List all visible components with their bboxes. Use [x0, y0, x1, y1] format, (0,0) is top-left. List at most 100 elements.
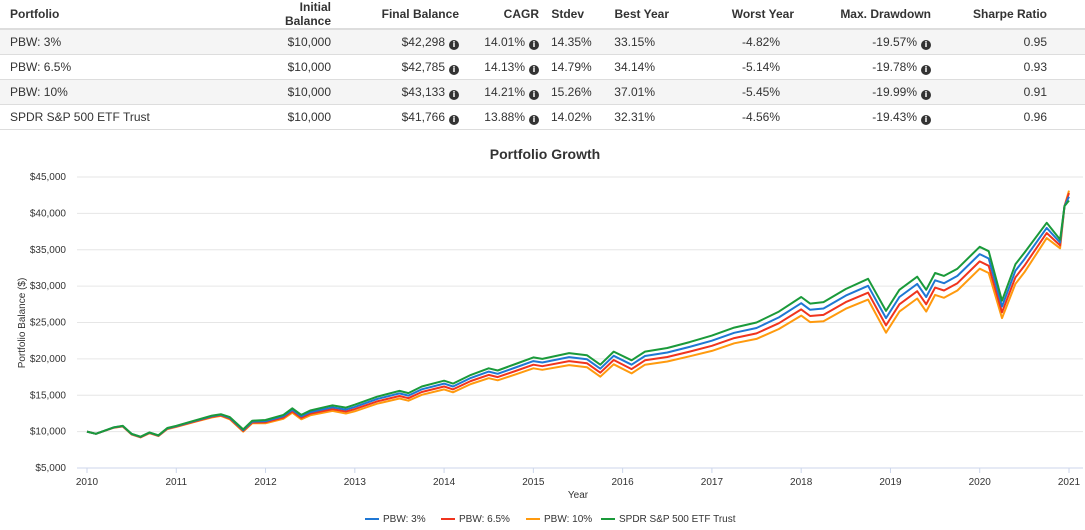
cell-worst-value: -4.82% — [741, 35, 780, 49]
table-row: SPDR S&P 500 ETF Trust $10,000 $41,766 i 13.… — [0, 104, 1085, 130]
header-sharpe-ratio[interactable]: Sharpe Ratio — [937, 0, 1085, 30]
table-row: PBW: 10% $10,000 $43,133 i 14.21% i 15.26% 37.0… — [0, 79, 1085, 105]
info-circle-icon[interactable]: i — [921, 114, 931, 125]
cell-best-value: 34.14% — [614, 60, 655, 74]
cell-portfolio: PBW: 3% — [0, 29, 250, 55]
cell-sharpe: 0.93 — [937, 54, 1085, 80]
legend-item[interactable]: PBW: 3% — [365, 514, 426, 525]
x-axis-label: Year — [568, 490, 589, 501]
info-circle-icon[interactable]: i — [449, 114, 459, 125]
cell-final-value: $42,298 — [401, 34, 445, 49]
cell-final: $42,298 i — [337, 29, 465, 55]
cell-initial-value: $10,000 — [287, 60, 331, 74]
cell-maxdd-value: -19.78% — [872, 59, 917, 74]
cell-initial-value: $10,000 — [287, 110, 331, 124]
info-circle-icon[interactable]: i — [529, 64, 539, 75]
y-tick-label: $45,000 — [30, 172, 67, 183]
cell-maxdd: -19.78% i — [800, 54, 937, 80]
info-circle-icon[interactable]: i — [529, 39, 539, 50]
cell-sharpe-value: 0.95 — [1023, 35, 1047, 49]
header-stdev[interactable]: Stdev — [545, 0, 590, 30]
portfolio-summary-table: Portfolio Initial Balance Final Balance … — [0, 0, 1085, 130]
cell-cagr: 14.21% i — [465, 79, 545, 105]
legend-item[interactable]: PBW: 6.5% — [441, 514, 510, 525]
y-tick-label: $35,000 — [30, 245, 67, 256]
cell-portfolio: SPDR S&P 500 ETF Trust — [0, 104, 250, 130]
series-line[interactable] — [86, 192, 1070, 439]
header-best-year[interactable]: Best Year — [590, 0, 675, 30]
x-tick-label: 2010 — [76, 477, 99, 488]
cell-stdev: 15.26% — [545, 79, 592, 105]
header-max-drawdown[interactable]: Max. Drawdown — [800, 0, 937, 30]
cell-cagr-value: 14.13% — [484, 59, 525, 74]
cell-portfolio: PBW: 10% — [0, 79, 250, 105]
cell-portfolio-value: PBW: 3% — [10, 35, 62, 49]
cell-maxdd: -19.57% i — [800, 29, 937, 55]
series-line[interactable] — [86, 196, 1070, 438]
cell-initial: $10,000 — [250, 104, 337, 130]
info-circle-icon[interactable]: i — [921, 64, 931, 75]
header-portfolio[interactable]: Portfolio — [0, 0, 250, 30]
y-tick-label: $15,000 — [30, 390, 67, 401]
cell-initial-value: $10,000 — [287, 35, 331, 49]
cell-worst: -5.14% — [675, 54, 800, 80]
cell-best: 32.31% — [590, 104, 675, 130]
cell-sharpe: 0.96 — [937, 104, 1085, 130]
info-circle-icon[interactable]: i — [529, 89, 539, 100]
series-line[interactable] — [86, 190, 1070, 439]
cell-best: 37.01% — [590, 79, 675, 105]
cell-initial-value: $10,000 — [287, 85, 331, 99]
header-final-balance[interactable]: Final Balance — [337, 0, 465, 30]
cell-final-value: $41,766 — [401, 109, 445, 124]
legend-item[interactable]: SPDR S&P 500 ETF Trust — [601, 514, 736, 525]
header-initial-balance[interactable]: Initial Balance — [250, 0, 337, 30]
cell-final: $42,785 i — [337, 54, 465, 80]
cell-sharpe: 0.95 — [937, 29, 1085, 55]
cell-sharpe-value: 0.96 — [1023, 110, 1047, 124]
cell-best-value: 37.01% — [614, 85, 655, 99]
cell-stdev: 14.35% — [545, 29, 592, 55]
cell-stdev: 14.02% — [545, 104, 592, 130]
table-header-row: Portfolio Initial Balance Final Balance … — [0, 0, 1085, 30]
legend-label: PBW: 10% — [544, 514, 592, 525]
cell-worst: -4.56% — [675, 104, 800, 130]
y-tick-label: $25,000 — [30, 318, 67, 329]
y-tick-label: $5,000 — [35, 463, 66, 474]
cell-final: $41,766 i — [337, 104, 465, 130]
info-circle-icon[interactable]: i — [921, 89, 931, 100]
x-tick-label: 2019 — [879, 477, 902, 488]
table-row: PBW: 3% $10,000 $42,298 i 14.01% i 14.35% 33.15… — [0, 29, 1085, 55]
cell-stdev: 14.79% — [545, 54, 592, 80]
cell-final-value: $42,785 — [401, 59, 445, 74]
legend-item[interactable]: PBW: 10% — [526, 514, 592, 525]
cell-maxdd: -19.43% i — [800, 104, 937, 130]
cell-sharpe-value: 0.93 — [1023, 60, 1047, 74]
info-circle-icon[interactable]: i — [449, 39, 459, 50]
cell-cagr: 14.13% i — [465, 54, 545, 80]
cell-sharpe: 0.91 — [937, 79, 1085, 105]
header-cagr[interactable]: CAGR — [465, 0, 545, 30]
cell-cagr-value: 14.01% — [484, 34, 525, 49]
cell-portfolio-value: PBW: 10% — [10, 85, 68, 99]
cell-worst-value: -5.45% — [741, 85, 780, 99]
info-circle-icon[interactable]: i — [529, 114, 539, 125]
cell-initial: $10,000 — [250, 29, 337, 55]
cell-stdev-value: 14.35% — [551, 35, 592, 49]
x-tick-label: 2014 — [433, 477, 456, 488]
cell-maxdd-value: -19.43% — [872, 109, 917, 124]
cell-worst-value: -5.14% — [741, 60, 780, 74]
cell-stdev-value: 14.79% — [551, 60, 592, 74]
x-tick-label: 2012 — [254, 477, 277, 488]
cell-initial: $10,000 — [250, 79, 337, 105]
cell-best-value: 33.15% — [614, 35, 655, 49]
series-line[interactable] — [86, 199, 1070, 438]
cell-sharpe-value: 0.91 — [1023, 85, 1047, 99]
chart-title: Portfolio Growth — [490, 146, 600, 162]
cell-worst: -4.82% — [675, 29, 800, 55]
cell-stdev-value: 15.26% — [551, 85, 592, 99]
info-circle-icon[interactable]: i — [449, 64, 459, 75]
header-worst-year[interactable]: Worst Year — [675, 0, 800, 30]
info-circle-icon[interactable]: i — [449, 89, 459, 100]
legend-label: SPDR S&P 500 ETF Trust — [619, 514, 736, 525]
info-circle-icon[interactable]: i — [921, 39, 931, 50]
